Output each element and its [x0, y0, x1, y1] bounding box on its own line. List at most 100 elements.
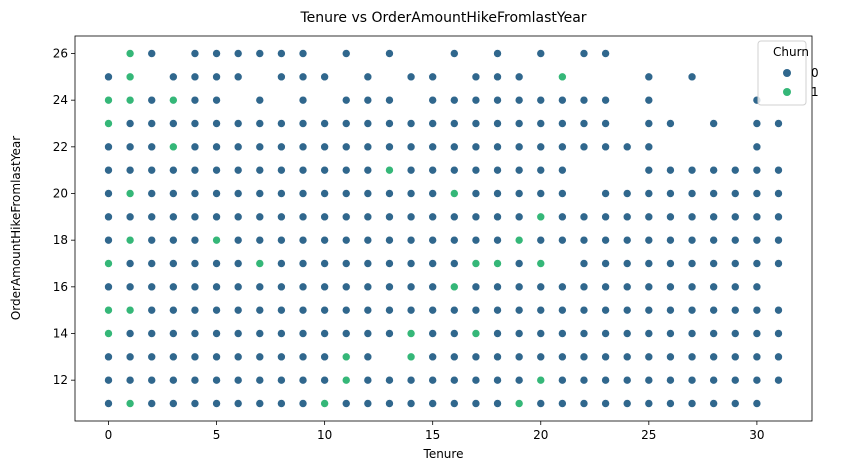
point-churn-0: [363, 352, 373, 362]
point-churn-0: [622, 375, 632, 385]
point-churn-0: [558, 189, 567, 198]
point-churn-0: [363, 305, 373, 315]
point-churn-0: [363, 119, 373, 128]
point-churn-0: [125, 212, 135, 222]
point-churn-1: [125, 189, 135, 198]
point-churn-1: [450, 189, 459, 198]
chart-title: Tenure vs OrderAmountHikeFromlastYear: [299, 10, 586, 26]
point-churn-0: [255, 95, 265, 105]
point-churn-0: [320, 375, 329, 385]
point-churn-0: [428, 399, 437, 408]
point-churn-0: [255, 189, 265, 198]
point-churn-0: [579, 142, 589, 152]
point-churn-0: [622, 352, 632, 362]
point-churn-1: [104, 95, 113, 105]
point-churn-0: [579, 375, 589, 385]
point-churn-0: [622, 235, 632, 245]
point-churn-0: [212, 329, 221, 338]
point-churn-0: [514, 189, 524, 198]
point-churn-1: [125, 399, 135, 408]
point-churn-0: [536, 189, 546, 198]
point-churn-0: [666, 212, 675, 222]
point-churn-0: [752, 165, 762, 175]
point-churn-0: [428, 375, 437, 385]
point-churn-1: [104, 329, 113, 338]
point-churn-0: [298, 375, 308, 385]
point-churn-0: [666, 259, 675, 268]
point-churn-0: [169, 282, 178, 292]
point-churn-0: [341, 399, 351, 408]
point-churn-0: [709, 282, 718, 292]
point-churn-0: [104, 235, 113, 245]
point-churn-0: [752, 212, 762, 222]
point-churn-0: [493, 235, 502, 245]
point-churn-0: [147, 259, 157, 268]
point-churn-0: [558, 95, 567, 105]
point-churn-0: [709, 329, 718, 338]
point-churn-1: [341, 375, 351, 385]
point-churn-0: [277, 259, 286, 268]
point-churn-0: [622, 142, 632, 152]
point-churn-0: [406, 72, 416, 82]
point-churn-1: [255, 259, 265, 268]
point-churn-0: [125, 352, 135, 362]
point-churn-0: [622, 305, 632, 315]
point-churn-0: [363, 375, 373, 385]
point-churn-0: [169, 352, 178, 362]
legend-title: Churn: [773, 45, 809, 59]
point-churn-0: [385, 49, 394, 58]
point-churn-0: [644, 72, 654, 82]
point-churn-1: [558, 72, 567, 82]
point-churn-1: [341, 352, 351, 362]
legend-marker-churn-1: [783, 88, 791, 96]
point-churn-0: [341, 329, 351, 338]
point-churn-0: [514, 352, 524, 362]
point-churn-0: [320, 352, 329, 362]
point-churn-1: [104, 119, 113, 128]
point-churn-0: [558, 329, 567, 338]
point-churn-0: [341, 282, 351, 292]
y-tick-label: 12: [53, 373, 68, 387]
point-churn-0: [190, 165, 200, 175]
y-axis-ticks: 12 14 16 18 20 22 24 26: [53, 47, 75, 387]
point-churn-0: [514, 329, 524, 338]
point-churn-0: [385, 329, 394, 338]
point-churn-0: [579, 259, 589, 268]
point-churn-0: [233, 305, 243, 315]
point-churn-0: [255, 49, 265, 58]
point-churn-0: [190, 259, 200, 268]
point-churn-0: [493, 282, 502, 292]
point-churn-0: [298, 165, 308, 175]
point-churn-0: [385, 282, 394, 292]
point-churn-0: [644, 259, 654, 268]
point-churn-0: [558, 212, 567, 222]
point-churn-1: [471, 329, 481, 338]
point-churn-0: [687, 235, 697, 245]
point-churn-0: [558, 399, 567, 408]
point-churn-0: [277, 49, 286, 58]
point-churn-0: [666, 235, 675, 245]
point-churn-0: [644, 282, 654, 292]
x-tick-label: 10: [317, 428, 332, 442]
point-churn-0: [190, 119, 200, 128]
point-churn-0: [147, 352, 157, 362]
point-churn-0: [406, 189, 416, 198]
point-churn-0: [774, 375, 783, 385]
point-churn-0: [255, 119, 265, 128]
point-churn-0: [428, 305, 437, 315]
point-churn-0: [536, 49, 546, 58]
point-churn-0: [428, 212, 437, 222]
point-churn-0: [406, 282, 416, 292]
point-churn-1: [471, 259, 481, 268]
point-churn-0: [752, 399, 762, 408]
point-churn-0: [471, 212, 481, 222]
point-churn-0: [752, 305, 762, 315]
point-churn-0: [104, 142, 113, 152]
point-churn-0: [341, 212, 351, 222]
point-churn-1: [493, 259, 502, 268]
point-churn-0: [233, 235, 243, 245]
point-churn-0: [277, 119, 286, 128]
point-churn-0: [709, 165, 718, 175]
point-churn-0: [428, 352, 437, 362]
point-churn-0: [320, 259, 329, 268]
